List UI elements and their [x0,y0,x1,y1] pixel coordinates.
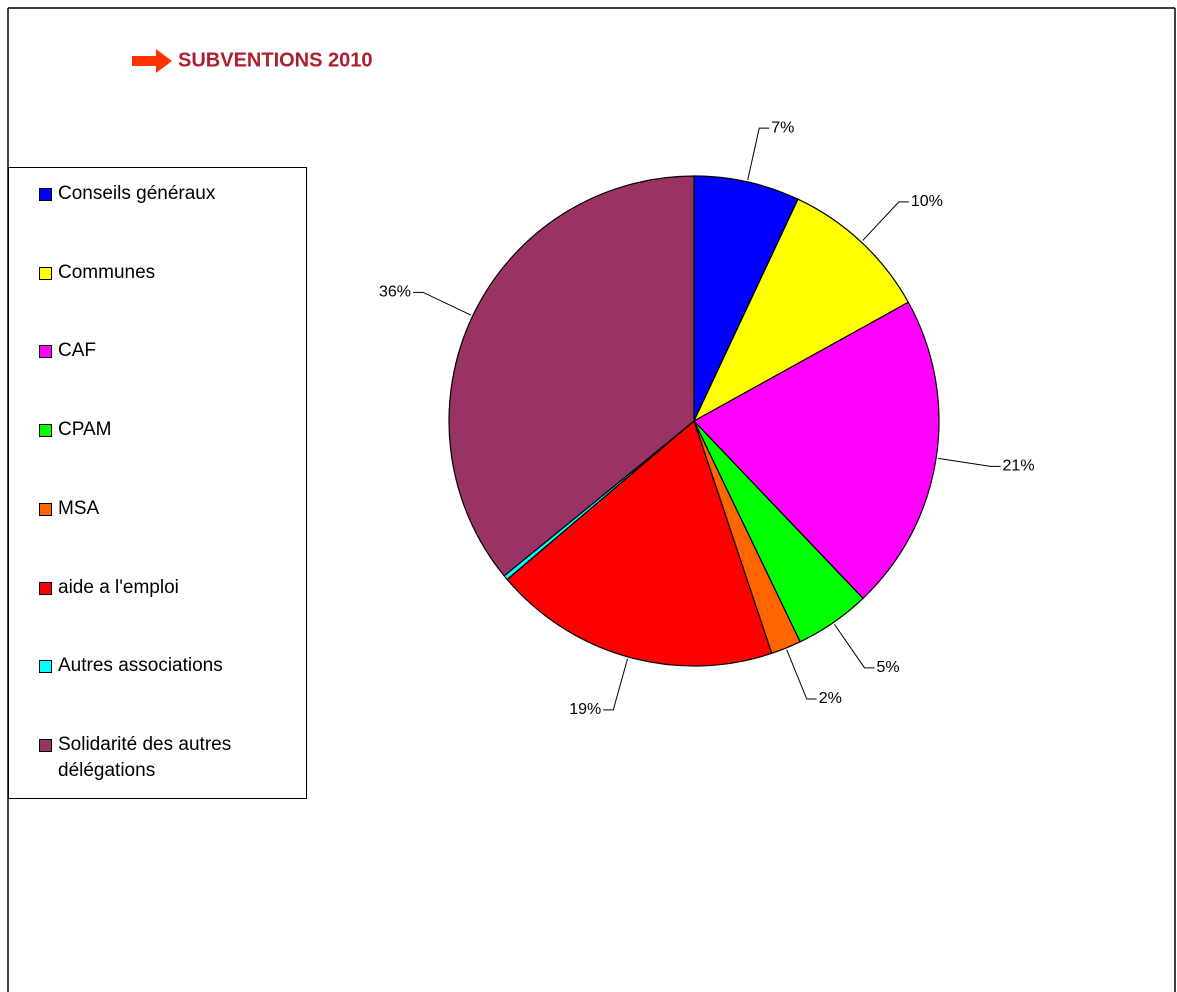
data-label: 10% [911,193,943,210]
leader-line [833,623,875,669]
legend-label: Solidarité des autres délégations [58,733,232,781]
leader-line [786,649,817,700]
leader-line [938,457,1001,467]
legend-label: Autres associations [58,655,223,677]
legend-swatch [39,345,52,359]
legend-swatch [39,581,52,595]
pie-slice [448,175,695,577]
legend-swatch [39,502,52,516]
pie-slice [693,301,940,600]
data-label: 7% [771,119,794,136]
legend-label: MSA [58,497,100,519]
legend-swatch [39,738,52,752]
pie-slice [692,198,910,423]
data-label: 2% [819,690,842,707]
legend-label: Conseils généraux [58,183,216,204]
legend: Conseils généraux Communes CAF CPAM MSA aide … [8,167,307,799]
legend-swatch [39,266,52,280]
pie-slice [506,419,773,667]
chart-title: SUBVENTIONS 2010 [178,49,373,71]
title-arrow [132,49,172,73]
data-label: 21% [1003,458,1035,475]
legend-label: aide a l'emploi [58,576,179,598]
legend-swatch [39,660,52,674]
leader-line [747,127,770,181]
data-label: 19% [569,701,601,718]
legend-label: CAF [58,340,96,362]
leader-line [603,658,629,711]
data-label: 5% [877,659,900,676]
legend-label: Communes [58,261,156,283]
leader-line [862,201,909,241]
pie-slice [693,175,799,422]
leader-line [412,291,472,316]
legend-swatch [39,424,52,438]
data-label: 36% [379,284,411,301]
legend-swatch [39,188,52,201]
legend-label: CPAM [58,419,112,441]
